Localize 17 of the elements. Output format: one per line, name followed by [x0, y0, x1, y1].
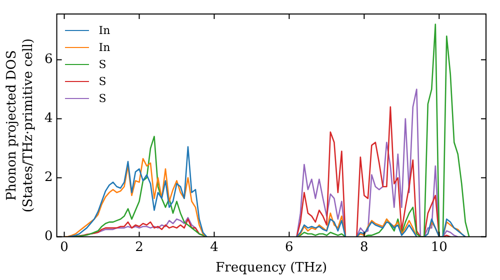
legend-label: In [98, 41, 110, 54]
x-tick-label: 0 [60, 240, 68, 255]
x-tick-label: 2 [135, 240, 144, 255]
x-axis-title: Frequency (THz) [216, 260, 328, 276]
legend-label: In [98, 24, 110, 37]
legend-label: S [98, 92, 106, 105]
x-tick-label: 4 [210, 240, 218, 255]
y-tick-label: 0 [44, 229, 53, 244]
x-tick-label: 6 [285, 240, 294, 255]
y-tick-label: 6 [44, 52, 53, 68]
x-tick-label: 8 [360, 240, 368, 255]
y-axis-title: Phonon projected DOS (States/THz·primitive cell) [4, 38, 36, 212]
x-tick-label: 10 [430, 240, 448, 255]
legend-label: S [98, 75, 106, 88]
y-tick-label: 2 [44, 170, 53, 186]
y-tick-label: 4 [44, 111, 53, 126]
legend-label: S [98, 58, 106, 71]
